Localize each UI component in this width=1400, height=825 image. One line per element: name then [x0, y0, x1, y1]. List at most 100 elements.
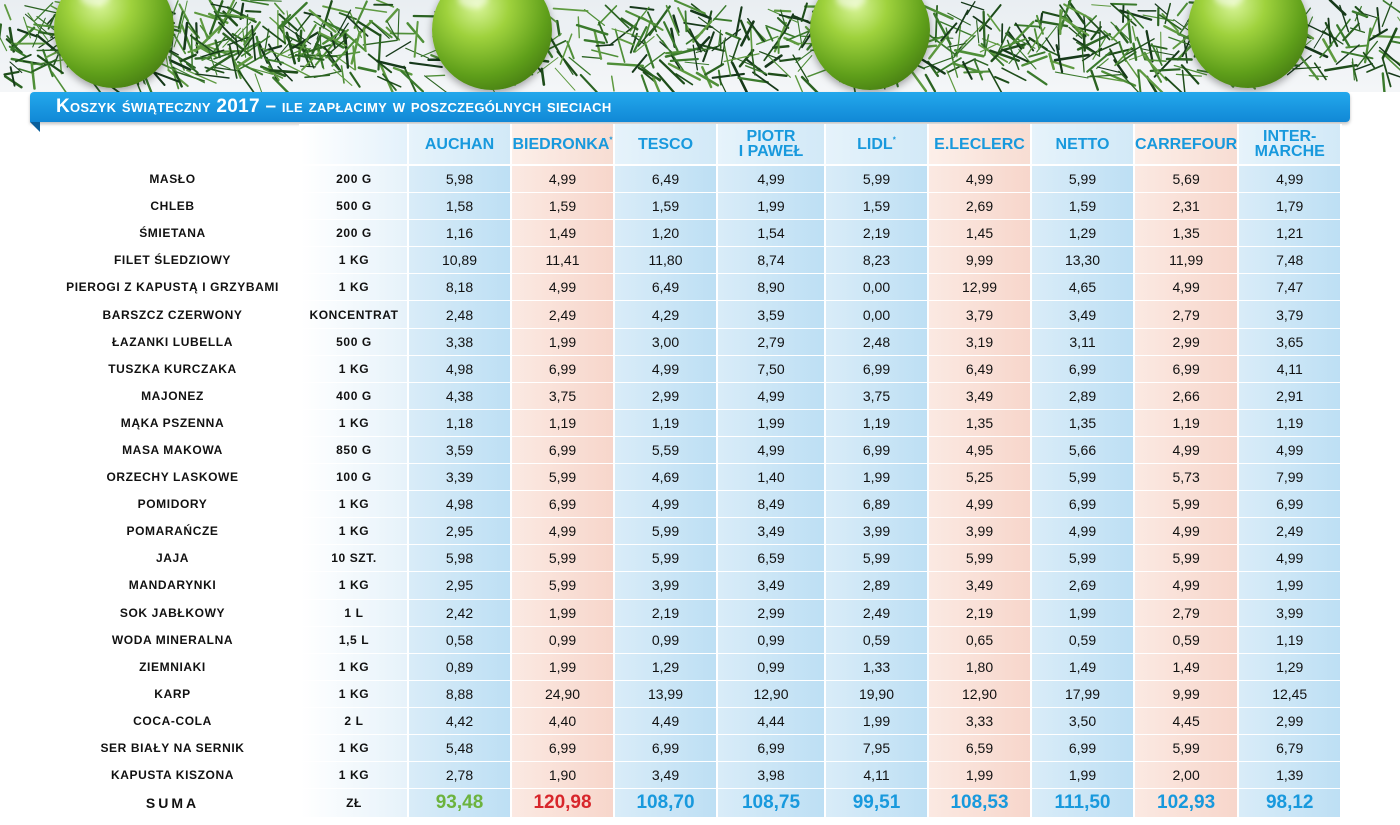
- price-cell: 2,79: [1134, 300, 1240, 329]
- price-cell: 4,99: [928, 165, 1032, 194]
- price-cell: 1,99: [928, 761, 1032, 790]
- product-unit: 500 g: [300, 192, 409, 221]
- price-cell: 1,99: [825, 707, 929, 735]
- table-row: masło 200 g 5,98 4,99 6,49 4,99 5,99 4,99 5,99 5,…: [46, 165, 1343, 194]
- price-cell: 3,75: [511, 382, 615, 410]
- sum-label: SUMA: [46, 788, 301, 819]
- price-cell: 4,99: [1238, 165, 1343, 194]
- price-cell: 4,40: [511, 707, 615, 735]
- store-name: AUCHAN: [424, 135, 495, 153]
- price-cell: 2,99: [717, 599, 826, 627]
- price-cell: 3,99: [825, 517, 929, 546]
- price-cell: 4,29: [614, 300, 718, 329]
- table-row: łazanki Lubella 500 g 3,38 1,99 3,00 2,79 2,48…: [46, 328, 1343, 356]
- price-cell: 1,99: [717, 409, 826, 437]
- price-cell: 1,59: [614, 192, 718, 221]
- price-cell: 4,99: [1238, 544, 1343, 573]
- store-name: LIDL: [857, 135, 893, 153]
- price-cell: 6,99: [511, 436, 615, 465]
- product-name: karp: [46, 680, 301, 708]
- total-cell: 99,51: [825, 788, 929, 819]
- price-cell: 2,19: [928, 599, 1032, 627]
- price-cell: 0,59: [1031, 626, 1135, 654]
- price-cell: 13,99: [614, 680, 718, 708]
- price-cell: 7,47: [1238, 273, 1343, 302]
- price-cell: 1,49: [1031, 653, 1135, 681]
- price-cell: 0,00: [825, 300, 929, 329]
- price-cell: 3,99: [928, 517, 1032, 546]
- store-header: E.LECLERC: [928, 124, 1032, 166]
- table-row: pomarańcze 1 kg 2,95 4,99 5,99 3,49 3,99 3,99 4,…: [46, 517, 1343, 546]
- store-header: CARREFOUR: [1134, 124, 1240, 166]
- table-row: jaja 10 szt. 5,98 5,99 5,99 6,59 5,99 5,99 5,99 5…: [46, 544, 1343, 573]
- price-cell: 4,99: [1031, 517, 1135, 546]
- total-cell: 111,50: [1031, 788, 1135, 819]
- store-name: BIEDRONKA: [512, 135, 610, 153]
- product-name: śmietana: [46, 219, 301, 248]
- pine-needles-icon: [0, 0, 1400, 92]
- price-cell: 6,59: [717, 544, 826, 573]
- price-cell: 8,18: [408, 273, 512, 302]
- price-cell: 4,11: [825, 761, 929, 790]
- price-cell: 1,19: [1238, 409, 1343, 437]
- price-cell: 6,99: [511, 355, 615, 383]
- price-cell: 5,25: [928, 463, 1032, 492]
- price-cell: 1,45: [928, 219, 1032, 248]
- product-name: woda mineralna: [46, 626, 301, 654]
- price-cell: 12,90: [717, 680, 826, 708]
- price-cell: 2,49: [825, 599, 929, 627]
- banner-fold: [30, 122, 40, 132]
- total-cell: 102,93: [1134, 788, 1240, 819]
- product-name: mąka pszenna: [46, 409, 301, 437]
- price-cell: 5,99: [511, 463, 615, 492]
- product-name: sok jabłkowy: [46, 599, 301, 627]
- product-name: mandarynki: [46, 571, 301, 600]
- table-row: ziemniaki 1 kg 0,89 1,99 1,29 0,99 1,33 1,80 1,4…: [46, 653, 1343, 681]
- table-row: masa makowa 850 g 3,59 6,99 5,59 4,99 6,99 4,95…: [46, 436, 1343, 465]
- price-cell: 4,98: [408, 355, 512, 383]
- price-cell: 2,31: [1134, 192, 1240, 221]
- total-cell: 108,75: [717, 788, 826, 819]
- price-cell: 5,73: [1134, 463, 1240, 492]
- price-cell: 3,79: [928, 300, 1032, 329]
- table-row: sok jabłkowy 1 l 2,42 1,99 2,19 2,99 2,49 2,19 1…: [46, 599, 1343, 627]
- price-cell: 1,59: [1031, 192, 1135, 221]
- product-unit: 1 l: [300, 599, 409, 627]
- price-cell: 6,99: [1134, 355, 1240, 383]
- store-name: PIOTR: [746, 128, 796, 145]
- product-unit: 1 kg: [300, 653, 409, 681]
- product-name: chleb: [46, 192, 301, 221]
- price-cell: 3,65: [1238, 328, 1343, 356]
- table-row: woda mineralna 1,5 l 0,58 0,99 0,99 0,99 0,59 0…: [46, 626, 1343, 654]
- product-unit: 500 g: [300, 328, 409, 356]
- price-cell: 3,11: [1031, 328, 1135, 356]
- product-name: pierogi z kapustą i grzybami: [46, 273, 301, 302]
- price-cell: 1,21: [1238, 219, 1343, 248]
- price-cell: 5,99: [511, 571, 615, 600]
- price-cell: 6,99: [1031, 355, 1135, 383]
- price-cell: 4,98: [408, 490, 512, 519]
- price-cell: 6,99: [825, 436, 929, 465]
- price-cell: 10,89: [408, 246, 512, 275]
- price-cell: 1,35: [928, 409, 1032, 437]
- price-cell: 6,49: [614, 273, 718, 302]
- price-cell: 7,95: [825, 734, 929, 763]
- store-name: TESCO: [637, 135, 694, 153]
- title-banner: Koszyk świąteczny 2017 – ile zapłacimy w…: [30, 92, 1350, 122]
- price-cell: 7,48: [1238, 246, 1343, 275]
- price-cell: 1,99: [717, 192, 826, 221]
- product-unit: 1 kg: [300, 273, 409, 302]
- price-cell: 2,19: [614, 599, 718, 627]
- product-unit: 1 kg: [300, 761, 409, 790]
- product-name: ziemniaki: [46, 653, 301, 681]
- price-cell: 0,89: [408, 653, 512, 681]
- price-cell: 4,99: [1134, 436, 1240, 465]
- product-name: kapusta kiszona: [46, 761, 301, 790]
- price-cell: 3,99: [1238, 599, 1343, 627]
- price-cell: 7,50: [717, 355, 826, 383]
- price-cell: 5,99: [614, 544, 718, 573]
- price-cell: 1,18: [408, 409, 512, 437]
- price-cell: 4,69: [614, 463, 718, 492]
- price-cell: 9,99: [928, 246, 1032, 275]
- total-cell: 98,12: [1238, 788, 1343, 819]
